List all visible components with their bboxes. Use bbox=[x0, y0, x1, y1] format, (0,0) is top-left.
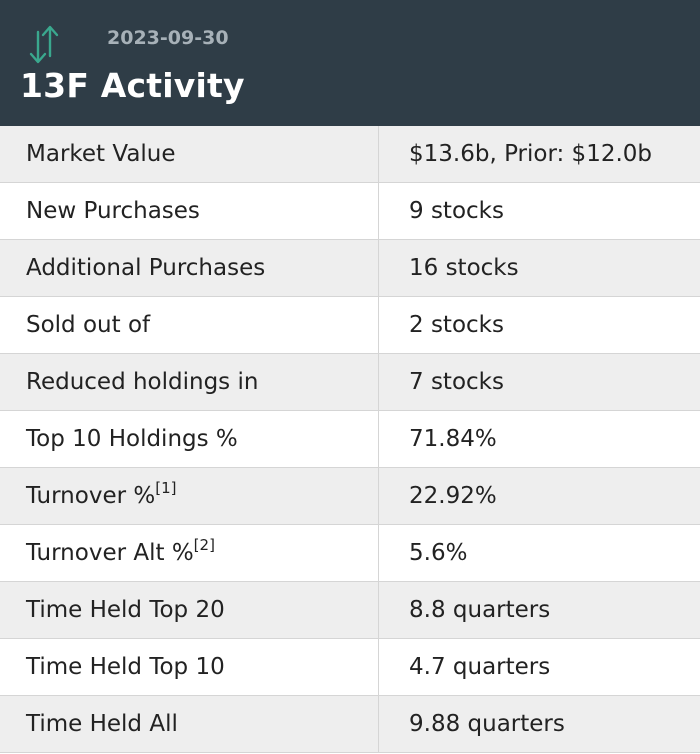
row-label-text: Time Held Top 10 bbox=[26, 654, 225, 680]
row-label-text: Turnover % bbox=[26, 483, 156, 509]
row-value: 71.84% bbox=[378, 410, 700, 468]
table-row: Time Held All 9.88 quarters bbox=[0, 695, 700, 753]
row-label-text: New Purchases bbox=[26, 198, 200, 224]
row-value: 4.7 quarters bbox=[378, 638, 700, 696]
row-label: Additional Purchases bbox=[0, 239, 379, 297]
row-label-text: Time Held Top 20 bbox=[26, 597, 225, 623]
table-row: Reduced holdings in 7 stocks bbox=[0, 353, 700, 411]
table-row: Turnover %[1] 22.92% bbox=[0, 467, 700, 525]
row-label: Sold out of bbox=[0, 296, 379, 354]
activity-table: Market Value $13.6b, Prior: $12.0b New Pur… bbox=[0, 126, 700, 753]
row-label: Time Held Top 10 bbox=[0, 638, 379, 696]
row-label-text: Sold out of bbox=[26, 312, 151, 338]
row-value: 22.92% bbox=[378, 467, 700, 525]
row-label: Top 10 Holdings % bbox=[0, 410, 379, 468]
row-label: Time Held All bbox=[0, 695, 379, 753]
row-value: 16 stocks bbox=[378, 239, 700, 297]
row-value: 5.6% bbox=[378, 524, 700, 582]
row-label: Reduced holdings in bbox=[0, 353, 379, 411]
row-label-text: Top 10 Holdings % bbox=[26, 426, 238, 452]
table-row: Time Held Top 20 8.8 quarters bbox=[0, 581, 700, 639]
row-label-text: Market Value bbox=[26, 141, 176, 167]
row-label-text: Time Held All bbox=[26, 711, 178, 737]
up-down-arrows-icon bbox=[29, 25, 59, 64]
row-value: $13.6b, Prior: $12.0b bbox=[378, 126, 700, 183]
table-row: Turnover Alt %[2] 5.6% bbox=[0, 524, 700, 582]
table-row: New Purchases 9 stocks bbox=[0, 182, 700, 240]
footnote-link[interactable]: [2] bbox=[193, 536, 215, 554]
row-label: Turnover %[1] bbox=[0, 467, 379, 525]
panel-header: 2023-09-30 13F Activity bbox=[0, 0, 700, 126]
row-label: New Purchases bbox=[0, 182, 379, 240]
row-label: Time Held Top 20 bbox=[0, 581, 379, 639]
table-row: Additional Purchases 16 stocks bbox=[0, 239, 700, 297]
row-value: 2 stocks bbox=[378, 296, 700, 354]
row-value: 7 stocks bbox=[378, 353, 700, 411]
row-value: 9 stocks bbox=[378, 182, 700, 240]
report-date: 2023-09-30 bbox=[107, 27, 229, 49]
row-label-text: Reduced holdings in bbox=[26, 369, 259, 395]
row-label-text: Additional Purchases bbox=[26, 255, 266, 281]
row-label: Market Value bbox=[0, 126, 379, 183]
row-label: Turnover Alt %[2] bbox=[0, 524, 379, 582]
row-value: 9.88 quarters bbox=[378, 695, 700, 753]
table-row: Market Value $13.6b, Prior: $12.0b bbox=[0, 126, 700, 183]
table-row: Time Held Top 10 4.7 quarters bbox=[0, 638, 700, 696]
table-row: Sold out of 2 stocks bbox=[0, 296, 700, 354]
panel-title: 13F Activity bbox=[20, 66, 245, 105]
footnote-link[interactable]: [1] bbox=[155, 479, 177, 497]
table-row: Top 10 Holdings % 71.84% bbox=[0, 410, 700, 468]
row-label-text: Turnover Alt % bbox=[26, 540, 194, 566]
row-value: 8.8 quarters bbox=[378, 581, 700, 639]
